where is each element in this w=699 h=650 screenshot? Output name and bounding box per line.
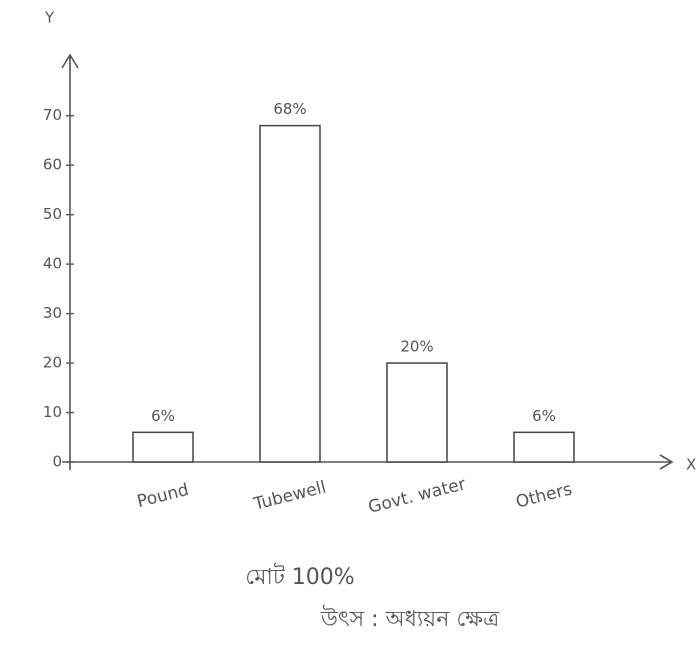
bar bbox=[386, 362, 448, 463]
y-tick-label: 30 bbox=[43, 304, 62, 322]
y-axis bbox=[61, 53, 79, 470]
bar bbox=[259, 124, 321, 463]
bar bbox=[513, 431, 575, 463]
x-tick-label: Pound bbox=[135, 480, 191, 512]
y-tick-label: 0 bbox=[52, 453, 62, 471]
value-label: 68% bbox=[273, 100, 306, 118]
value-label: 6% bbox=[532, 407, 556, 425]
total-note: মোট 100% bbox=[245, 563, 354, 590]
y-tick-label: 20 bbox=[43, 354, 62, 372]
x-tick-label: Tubewell bbox=[251, 477, 328, 514]
y-tick-label: 40 bbox=[43, 255, 62, 273]
value-label: 20% bbox=[400, 338, 433, 356]
source-note: উৎস : অধ্যয়ন ক্ষেত্র bbox=[320, 605, 500, 632]
x-tick-label: Govt. water bbox=[366, 474, 467, 517]
y-axis-label: Y bbox=[44, 9, 55, 27]
y-tick-label: 60 bbox=[43, 156, 62, 174]
value-label: 6% bbox=[151, 407, 175, 425]
x-tick-label: Others bbox=[514, 479, 574, 512]
bar bbox=[132, 431, 194, 463]
y-tick-label: 70 bbox=[43, 106, 62, 124]
x-axis-label: X bbox=[686, 456, 696, 474]
y-tick-label: 50 bbox=[43, 205, 62, 223]
y-tick-label: 10 bbox=[43, 403, 62, 421]
